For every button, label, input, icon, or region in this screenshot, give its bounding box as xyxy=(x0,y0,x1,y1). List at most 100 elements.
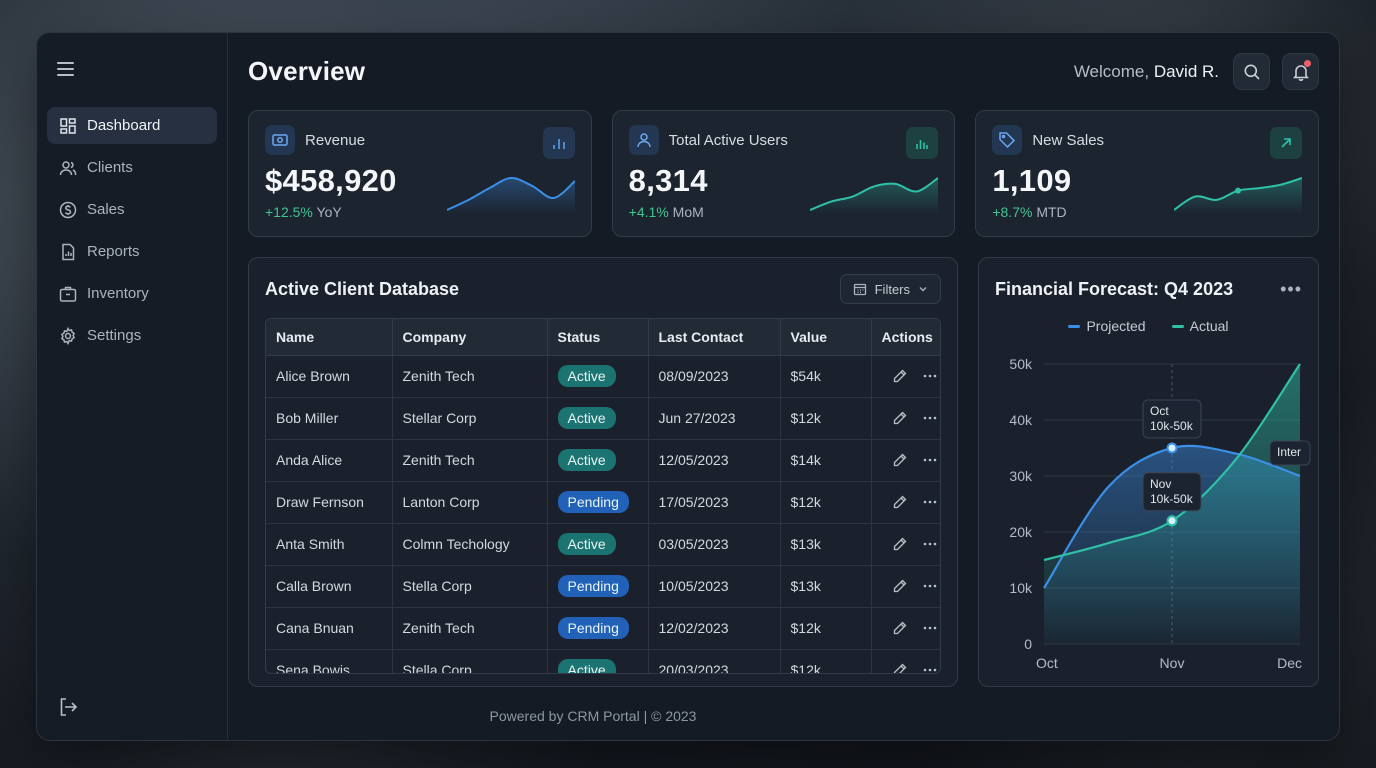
more-options-icon[interactable] xyxy=(922,368,938,384)
sidebar-item-label: Clients xyxy=(87,159,133,176)
edit-icon[interactable] xyxy=(892,452,908,468)
more-options-icon[interactable] xyxy=(922,536,938,552)
cell-company: Stella Corp xyxy=(392,565,548,608)
hamburger-icon xyxy=(57,62,74,64)
more-options-icon[interactable] xyxy=(922,410,938,426)
sidebar-item-inventory[interactable]: Inventory xyxy=(47,275,217,312)
column-header[interactable]: Last Contact xyxy=(648,319,781,356)
cell-value: $12k xyxy=(780,481,872,524)
x-tick-label: Oct xyxy=(1036,655,1058,671)
status-badge: Active xyxy=(557,365,616,387)
tooltip-box xyxy=(1269,440,1311,466)
cell-actions xyxy=(871,607,940,650)
sidebar-item-label: Settings xyxy=(87,327,142,344)
y-tick-label: 50k xyxy=(1009,356,1033,372)
status-badge: Pending xyxy=(557,617,629,639)
user-icon xyxy=(628,125,659,155)
box-icon xyxy=(59,286,77,302)
cell-company: Stellar Corp xyxy=(392,397,548,440)
more-options-icon[interactable] xyxy=(922,452,938,468)
sales-sparkline xyxy=(1174,177,1303,214)
table-row[interactable]: Calla Brown Stella Corp Pending 10/05/2023 $… xyxy=(266,565,940,608)
legend-swatch xyxy=(1171,324,1184,328)
client-table: Name Company Status Last Contact Value A… xyxy=(266,319,940,673)
sparkline-point xyxy=(1235,187,1242,194)
search-button[interactable] xyxy=(1233,53,1270,90)
data-point-marker[interactable] xyxy=(1166,515,1178,527)
cell-value: $12k xyxy=(780,397,872,440)
panel-title: Financial Forecast: Q4 2023 xyxy=(995,278,1234,299)
revenue-icon xyxy=(265,125,295,155)
legend-swatch xyxy=(1068,324,1081,328)
status-badge: Pending xyxy=(557,575,629,597)
sidebar-item-sales[interactable]: Sales xyxy=(47,191,217,228)
kpi-label: New Sales xyxy=(1032,131,1105,149)
sidebar-item-clients[interactable]: Clients xyxy=(47,149,217,186)
cell-status: Pending xyxy=(547,607,649,650)
sidebar-item-settings[interactable]: Settings xyxy=(47,317,217,354)
sidebar-nav: Dashboard Clients Sales Reports Inventor… xyxy=(37,107,227,354)
sidebar-item-label: Sales xyxy=(87,201,125,218)
more-options-icon[interactable] xyxy=(922,662,938,673)
status-badge: Pending xyxy=(557,491,629,513)
menu-toggle-button[interactable] xyxy=(57,57,81,81)
legend-item-projected[interactable]: Projected xyxy=(1068,318,1146,334)
more-options-icon[interactable] xyxy=(922,620,938,636)
cell-company: Zenith Tech xyxy=(392,607,548,650)
cell-last-contact: 12/02/2023 xyxy=(648,607,781,650)
column-header[interactable]: Value xyxy=(780,319,872,356)
sidebar-item-dashboard[interactable]: Dashboard xyxy=(47,107,217,144)
table-row[interactable]: Anta Smith Colmn Techology Active 03/05/202… xyxy=(266,523,940,566)
more-options-icon[interactable] xyxy=(922,494,938,510)
filters-button[interactable]: Filters xyxy=(839,274,941,304)
bar-chart-icon[interactable] xyxy=(542,127,575,159)
cell-actions xyxy=(871,355,940,398)
financial-forecast-panel: Financial Forecast: Q4 2023 ••• Projecte… xyxy=(978,257,1319,687)
table-row[interactable]: Cana Bnuan Zenith Tech Pending 12/02/2023 $1… xyxy=(266,607,940,650)
table-row[interactable]: Alice Brown Zenith Tech Active 08/09/2023 $5… xyxy=(266,355,940,398)
edit-icon[interactable] xyxy=(892,662,908,673)
table-row[interactable]: Anda Alice Zenith Tech Active 12/05/2023 $14… xyxy=(266,439,940,482)
kpi-delta: +12.5% YoY xyxy=(265,204,575,220)
table-row[interactable]: Bob Miller Stellar Corp Active Jun 27/2023 $… xyxy=(266,397,940,440)
kpi-value: 8,314 xyxy=(628,163,708,198)
column-header[interactable]: Status xyxy=(547,319,649,356)
more-options-icon[interactable] xyxy=(922,578,938,594)
column-header[interactable]: Company xyxy=(392,319,548,356)
user-name: David R. xyxy=(1153,61,1219,81)
edit-icon[interactable] xyxy=(892,494,908,510)
edit-icon[interactable] xyxy=(892,368,908,384)
status-badge: Active xyxy=(557,533,616,555)
edit-icon[interactable] xyxy=(892,620,908,636)
legend-item-actual[interactable]: Actual xyxy=(1171,318,1229,334)
kpi-delta-value: +12.5% xyxy=(265,204,313,220)
cell-last-contact: 17/05/2023 xyxy=(648,481,781,524)
edit-icon[interactable] xyxy=(892,578,908,594)
cell-last-contact: 08/09/2023 xyxy=(648,355,781,398)
content-row: Active Client Database Filters Name Co xyxy=(248,257,1319,687)
column-header[interactable]: Name xyxy=(266,319,393,356)
notifications-button[interactable] xyxy=(1282,53,1319,90)
data-point-marker[interactable] xyxy=(1166,442,1178,454)
cell-actions xyxy=(871,523,940,566)
bar-chart-icon[interactable] xyxy=(906,127,939,159)
cell-value: $54k xyxy=(780,355,872,398)
y-tick-label: 0 xyxy=(1024,636,1032,652)
trend-up-icon[interactable] xyxy=(1270,127,1303,159)
kpi-label: Total Active Users xyxy=(668,131,788,149)
logout-icon[interactable] xyxy=(57,696,79,718)
search-icon xyxy=(1244,64,1260,80)
tooltip-title: Inter xyxy=(1277,445,1301,459)
sidebar-item-reports[interactable]: Reports xyxy=(47,233,217,270)
tooltip-value: 10k-50k xyxy=(1150,492,1194,506)
kpi-delta: +4.1% MoM xyxy=(629,204,939,220)
edit-icon[interactable] xyxy=(892,536,908,552)
table-row[interactable]: Draw Fernson Lanton Corp Pending 17/05/2023… xyxy=(266,481,940,524)
table-row[interactable]: Sena Bowis Stella Corp Active 20/03/2023 $12… xyxy=(266,649,940,673)
cell-value: $12k xyxy=(780,607,872,650)
cell-status: Active xyxy=(547,649,649,673)
welcome-prefix: Welcome, xyxy=(1073,61,1154,81)
client-table-container[interactable]: Name Company Status Last Contact Value A… xyxy=(265,318,941,674)
more-options-icon[interactable]: ••• xyxy=(1280,278,1302,299)
edit-icon[interactable] xyxy=(892,410,908,426)
